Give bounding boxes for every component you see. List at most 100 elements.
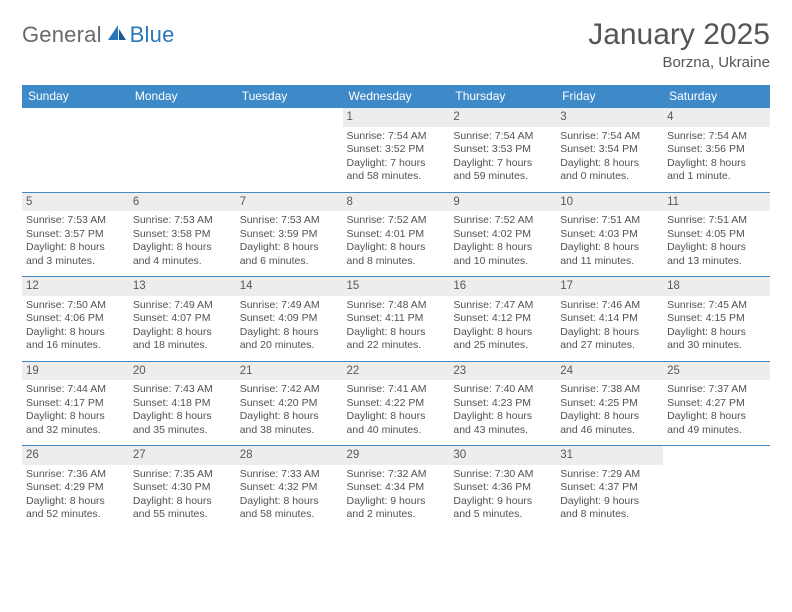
sunrise-line: Sunrise: 7:53 AM	[240, 214, 339, 227]
daylight-line: Daylight: 8 hours and 32 minutes.	[26, 410, 125, 437]
day-cell: 10Sunrise: 7:51 AMSunset: 4:03 PMDayligh…	[556, 193, 663, 277]
day-number: 23	[449, 362, 556, 381]
day-cell: 22Sunrise: 7:41 AMSunset: 4:22 PMDayligh…	[343, 362, 450, 446]
day-number: 19	[22, 362, 129, 381]
day-header-row: SundayMondayTuesdayWednesdayThursdayFrid…	[22, 85, 770, 108]
sunrise-line: Sunrise: 7:52 AM	[347, 214, 446, 227]
sunrise-line: Sunrise: 7:30 AM	[453, 468, 552, 481]
day-cell: 15Sunrise: 7:48 AMSunset: 4:11 PMDayligh…	[343, 277, 450, 361]
day-number: 28	[236, 446, 343, 465]
day-number: 25	[663, 362, 770, 381]
sunset-line: Sunset: 3:57 PM	[26, 228, 125, 241]
day-number: 30	[449, 446, 556, 465]
sunset-line: Sunset: 3:54 PM	[560, 143, 659, 156]
daylight-line: Daylight: 8 hours and 18 minutes.	[133, 326, 232, 353]
sunrise-line: Sunrise: 7:49 AM	[133, 299, 232, 312]
day-number: 29	[343, 446, 450, 465]
sunrise-line: Sunrise: 7:54 AM	[347, 130, 446, 143]
day-number: 2	[449, 108, 556, 127]
sunset-line: Sunset: 4:18 PM	[133, 397, 232, 410]
sunrise-line: Sunrise: 7:53 AM	[26, 214, 125, 227]
sunrise-line: Sunrise: 7:36 AM	[26, 468, 125, 481]
week-row: 5Sunrise: 7:53 AMSunset: 3:57 PMDaylight…	[22, 193, 770, 277]
sunset-line: Sunset: 4:36 PM	[453, 481, 552, 494]
sunset-line: Sunset: 3:59 PM	[240, 228, 339, 241]
sunrise-line: Sunrise: 7:32 AM	[347, 468, 446, 481]
sunrise-line: Sunrise: 7:37 AM	[667, 383, 766, 396]
day-cell: 11Sunrise: 7:51 AMSunset: 4:05 PMDayligh…	[663, 193, 770, 277]
sunrise-line: Sunrise: 7:33 AM	[240, 468, 339, 481]
sunrise-line: Sunrise: 7:40 AM	[453, 383, 552, 396]
week-row: 12Sunrise: 7:50 AMSunset: 4:06 PMDayligh…	[22, 277, 770, 361]
logo-word1: General	[22, 22, 102, 48]
day-number: 8	[343, 193, 450, 212]
day-cell: 3Sunrise: 7:54 AMSunset: 3:54 PMDaylight…	[556, 108, 663, 192]
day-cell: 8Sunrise: 7:52 AMSunset: 4:01 PMDaylight…	[343, 193, 450, 277]
week-row: 1Sunrise: 7:54 AMSunset: 3:52 PMDaylight…	[22, 108, 770, 192]
day-cell: 26Sunrise: 7:36 AMSunset: 4:29 PMDayligh…	[22, 446, 129, 530]
day-cell: 5Sunrise: 7:53 AMSunset: 3:57 PMDaylight…	[22, 193, 129, 277]
day-cell: 14Sunrise: 7:49 AMSunset: 4:09 PMDayligh…	[236, 277, 343, 361]
day-cell: 28Sunrise: 7:33 AMSunset: 4:32 PMDayligh…	[236, 446, 343, 530]
day-number: 31	[556, 446, 663, 465]
daylight-line: Daylight: 8 hours and 16 minutes.	[26, 326, 125, 353]
day-cell: 24Sunrise: 7:38 AMSunset: 4:25 PMDayligh…	[556, 362, 663, 446]
day-number: 11	[663, 193, 770, 212]
sunrise-line: Sunrise: 7:52 AM	[453, 214, 552, 227]
sunrise-line: Sunrise: 7:44 AM	[26, 383, 125, 396]
day-number: 3	[556, 108, 663, 127]
daylight-line: Daylight: 8 hours and 55 minutes.	[133, 495, 232, 522]
day-number: 13	[129, 277, 236, 296]
day-number: 12	[22, 277, 129, 296]
sunset-line: Sunset: 3:53 PM	[453, 143, 552, 156]
day-cell: 13 Sunrise: 7:49 AMSunset: 4:07 PMDayligh…	[129, 277, 236, 361]
daylight-line: Daylight: 8 hours and 13 minutes.	[667, 241, 766, 268]
sunset-line: Sunset: 4:07 PM	[133, 312, 232, 325]
daylight-line: Daylight: 9 hours and 5 minutes.	[453, 495, 552, 522]
day-number: 14	[236, 277, 343, 296]
sunset-line: Sunset: 3:58 PM	[133, 228, 232, 241]
daylight-line: Daylight: 8 hours and 38 minutes.	[240, 410, 339, 437]
daylight-line: Daylight: 7 hours and 59 minutes.	[453, 157, 552, 184]
sunset-line: Sunset: 4:14 PM	[560, 312, 659, 325]
empty-cell	[663, 446, 770, 530]
day-cell: 25Sunrise: 7:37 AMSunset: 4:27 PMDayligh…	[663, 362, 770, 446]
day-cell: 9Sunrise: 7:52 AMSunset: 4:02 PMDaylight…	[449, 193, 556, 277]
day-cell: 12Sunrise: 7:50 AMSunset: 4:06 PMDayligh…	[22, 277, 129, 361]
day-header: Saturday	[663, 85, 770, 108]
sunset-line: Sunset: 4:23 PM	[453, 397, 552, 410]
sunset-line: Sunset: 4:01 PM	[347, 228, 446, 241]
day-cell: 17Sunrise: 7:46 AMSunset: 4:14 PMDayligh…	[556, 277, 663, 361]
daylight-line: Daylight: 8 hours and 58 minutes.	[240, 495, 339, 522]
daylight-line: Daylight: 9 hours and 2 minutes.	[347, 495, 446, 522]
day-header: Thursday	[449, 85, 556, 108]
sunset-line: Sunset: 4:15 PM	[667, 312, 766, 325]
day-number: 18	[663, 277, 770, 296]
logo: General Blue	[22, 18, 175, 48]
sunrise-line: Sunrise: 7:29 AM	[560, 468, 659, 481]
day-number: 1	[343, 108, 450, 127]
day-header: Tuesday	[236, 85, 343, 108]
week-row: 26Sunrise: 7:36 AMSunset: 4:29 PMDayligh…	[22, 446, 770, 530]
daylight-line: Daylight: 8 hours and 6 minutes.	[240, 241, 339, 268]
sunset-line: Sunset: 4:37 PM	[560, 481, 659, 494]
calendar-page: General Blue January 2025 Borzna, Ukrain…	[0, 0, 792, 530]
daylight-line: Daylight: 7 hours and 58 minutes.	[347, 157, 446, 184]
day-cell: 31 Sunrise: 7:29 AMSunset: 4:37 PMDayligh…	[556, 446, 663, 530]
sunrise-line: Sunrise: 7:49 AM	[240, 299, 339, 312]
sunrise-line: Sunrise: 7:48 AM	[347, 299, 446, 312]
day-cell: 29Sunrise: 7:32 AMSunset: 4:34 PMDayligh…	[343, 446, 450, 530]
day-number: 17	[556, 277, 663, 296]
sail-icon	[106, 23, 128, 48]
sunset-line: Sunset: 4:22 PM	[347, 397, 446, 410]
logo-word2: Blue	[130, 22, 175, 48]
sunrise-line: Sunrise: 7:47 AM	[453, 299, 552, 312]
empty-cell	[129, 108, 236, 192]
daylight-line: Daylight: 9 hours and 8 minutes.	[560, 495, 659, 522]
day-number: 20	[129, 362, 236, 381]
day-cell: 16Sunrise: 7:47 AMSunset: 4:12 PMDayligh…	[449, 277, 556, 361]
calendar-body: 1Sunrise: 7:54 AMSunset: 3:52 PMDaylight…	[22, 108, 770, 530]
sunset-line: Sunset: 3:56 PM	[667, 143, 766, 156]
empty-cell	[236, 108, 343, 192]
daylight-line: Daylight: 8 hours and 40 minutes.	[347, 410, 446, 437]
